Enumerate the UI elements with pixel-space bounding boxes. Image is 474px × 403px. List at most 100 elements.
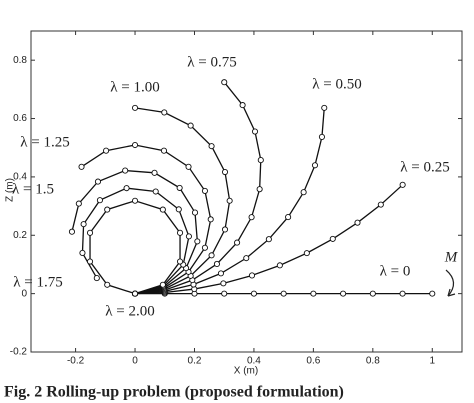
- marker: [103, 147, 110, 154]
- y-tick-label: 0.8: [13, 55, 27, 66]
- marker: [303, 250, 310, 257]
- y-tick-label: 0.6: [13, 113, 27, 124]
- marker: [78, 163, 85, 170]
- moment-arrowhead: [447, 288, 456, 297]
- x-tick-label: 1: [429, 356, 435, 367]
- marker: [75, 200, 82, 207]
- marker: [104, 281, 111, 288]
- marker: [80, 221, 87, 228]
- marker: [131, 141, 139, 149]
- y-tick-label: -0.2: [10, 347, 28, 358]
- curve-label: λ = 0.75: [187, 54, 236, 70]
- marker: [217, 270, 224, 277]
- marker: [321, 104, 328, 111]
- marker: [354, 219, 361, 226]
- marker: [131, 197, 139, 204]
- marker: [152, 188, 159, 195]
- marker: [161, 109, 168, 116]
- marker: [208, 143, 215, 150]
- marker: [175, 206, 182, 213]
- marker: [131, 290, 139, 297]
- curve-label: λ = 1.25: [20, 134, 69, 150]
- marker: [318, 133, 325, 140]
- marker: [208, 252, 215, 259]
- moment-label: M: [444, 249, 459, 265]
- marker: [276, 262, 283, 269]
- marker: [94, 178, 102, 185]
- y-tick-label: 0.4: [13, 172, 27, 183]
- marker: [185, 163, 192, 170]
- marker: [220, 280, 227, 287]
- marker: [159, 206, 166, 213]
- curve-label: λ = 0.50: [312, 76, 361, 92]
- marker: [194, 238, 201, 245]
- marker: [285, 214, 292, 221]
- marker: [377, 201, 384, 208]
- marker: [160, 147, 168, 154]
- marker: [122, 167, 129, 174]
- marker: [248, 214, 255, 221]
- marker: [131, 104, 139, 111]
- marker: [176, 258, 184, 265]
- marker: [86, 229, 94, 236]
- moment-arrow: [445, 269, 455, 297]
- marker: [251, 128, 259, 135]
- curve-label: λ = 2.00: [105, 303, 154, 319]
- x-tick-label: 0.8: [366, 356, 380, 367]
- marker: [68, 228, 76, 235]
- curve-label: λ = 1.5: [12, 181, 54, 197]
- marker: [340, 290, 347, 297]
- marker: [93, 275, 100, 282]
- curve: [89, 200, 181, 295]
- x-axis-label: X (m): [234, 366, 258, 377]
- marker: [265, 236, 272, 243]
- marker: [399, 181, 406, 188]
- marker: [248, 272, 256, 279]
- marker: [176, 229, 184, 236]
- marker: [176, 184, 183, 191]
- marker: [300, 189, 307, 196]
- marker: [86, 258, 94, 265]
- marker: [429, 290, 436, 297]
- x-tick-label: 0.2: [188, 356, 202, 367]
- x-tick-label: 0: [132, 356, 138, 367]
- caption: Fig. 2 Rolling-up problem (proposed form…: [4, 384, 344, 401]
- marker: [221, 290, 228, 297]
- x-tick-label: 0.6: [306, 356, 320, 367]
- marker: [201, 244, 208, 251]
- marker: [185, 233, 192, 240]
- y-axis-label: Z (m): [5, 178, 16, 202]
- marker: [399, 290, 406, 297]
- marker: [243, 255, 250, 262]
- curve-label: λ = 1.00: [110, 79, 159, 95]
- marker: [257, 157, 264, 164]
- marker: [96, 197, 103, 204]
- marker: [221, 168, 229, 176]
- marker: [123, 185, 130, 192]
- curve-label: λ = 0.25: [400, 159, 449, 175]
- curve-label: λ = 1.75: [13, 274, 62, 290]
- marker: [191, 209, 199, 216]
- marker: [280, 290, 287, 297]
- marker: [159, 281, 166, 288]
- marker: [369, 290, 376, 297]
- marker: [226, 197, 233, 204]
- marker: [256, 186, 263, 193]
- y-tick-label: 0: [21, 288, 27, 299]
- marker: [221, 226, 229, 233]
- marker: [187, 122, 194, 129]
- marker: [221, 79, 228, 86]
- marker: [250, 290, 257, 297]
- marker: [201, 187, 208, 194]
- curve-label: λ = 0: [380, 263, 411, 279]
- marker: [311, 162, 319, 169]
- x-tick-label: -0.2: [67, 356, 85, 367]
- marker: [207, 216, 214, 223]
- marker: [239, 102, 246, 109]
- marker: [310, 290, 317, 297]
- y-tick-label: 0.2: [13, 230, 27, 241]
- marker: [79, 249, 86, 257]
- marker: [329, 235, 336, 242]
- marker: [151, 169, 158, 176]
